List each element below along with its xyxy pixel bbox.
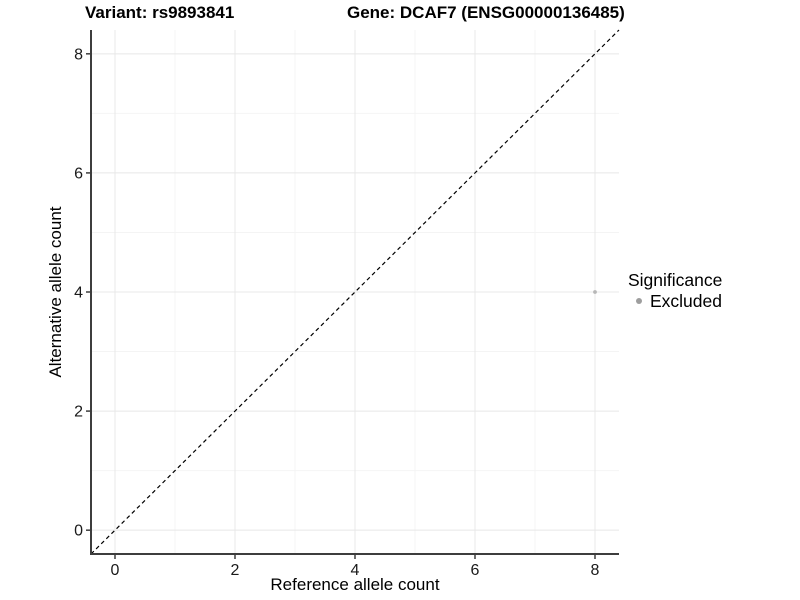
x-tick-label: 4 [351, 562, 360, 579]
legend-point-icon [636, 298, 642, 304]
y-tick-label: 2 [74, 404, 83, 421]
y-axis-title: Alternative allele count [46, 206, 65, 378]
x-tick-label: 6 [471, 562, 480, 579]
y-tick-label: 8 [74, 46, 83, 63]
x-axis-title: Reference allele count [270, 575, 440, 594]
variant-title: Variant: rs9893841 [85, 3, 235, 22]
legend: Significance Excluded [628, 270, 722, 311]
legend-title: Significance [628, 270, 723, 290]
x-tick-label: 0 [111, 562, 120, 579]
x-tick-label: 2 [231, 562, 240, 579]
legend-item-label: Excluded [650, 291, 722, 311]
legend-item-excluded: Excluded [628, 291, 722, 311]
x-tick-label: 8 [591, 562, 600, 579]
y-tick-label: 4 [74, 285, 83, 302]
data-point [593, 290, 597, 294]
gene-title: Gene: DCAF7 (ENSG00000136485) [347, 3, 625, 22]
y-tick-label: 6 [74, 165, 83, 182]
y-tick-label: 0 [74, 523, 83, 540]
identity-reference-line [90, 29, 620, 555]
